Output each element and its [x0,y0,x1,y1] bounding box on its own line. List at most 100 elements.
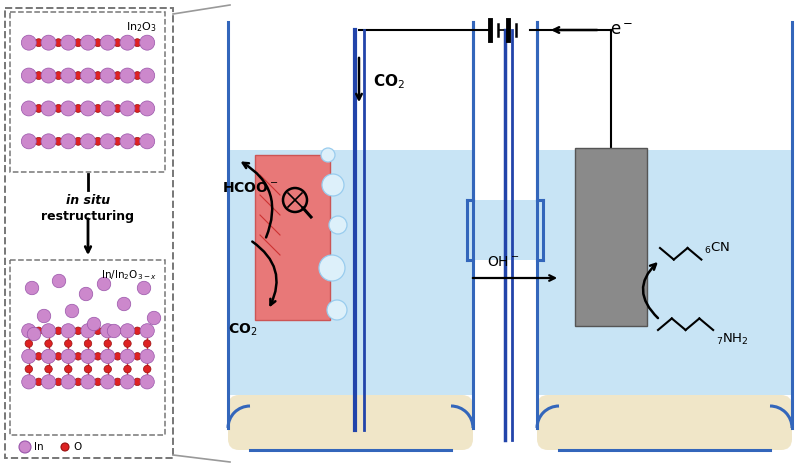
Circle shape [114,71,122,79]
Circle shape [81,375,95,389]
Circle shape [98,277,110,291]
Circle shape [84,340,92,347]
Circle shape [54,327,62,334]
Circle shape [54,353,62,360]
Circle shape [143,340,151,347]
Circle shape [94,378,102,386]
FancyBboxPatch shape [228,395,473,450]
Circle shape [140,35,154,50]
Circle shape [140,134,154,149]
Circle shape [54,105,62,113]
Circle shape [81,101,95,116]
Text: CO$_2$: CO$_2$ [373,73,405,92]
Circle shape [35,327,42,334]
Circle shape [19,441,31,453]
Circle shape [81,68,95,83]
Circle shape [319,255,345,281]
Circle shape [114,39,122,47]
Text: HCOO$^-$: HCOO$^-$ [222,181,278,195]
Circle shape [94,39,102,47]
Circle shape [42,324,56,338]
Bar [228,150,473,395]
Circle shape [54,39,62,47]
Circle shape [42,375,56,389]
Circle shape [22,134,36,149]
Circle shape [74,105,82,113]
Circle shape [41,101,56,116]
Circle shape [120,134,135,149]
Circle shape [79,287,93,301]
Circle shape [74,327,82,334]
Circle shape [120,101,135,116]
Text: O: O [73,442,82,452]
Circle shape [114,378,122,386]
Circle shape [138,281,150,295]
Text: e$^-$: e$^-$ [610,21,633,39]
Circle shape [25,365,33,373]
Circle shape [45,365,52,373]
Circle shape [120,68,135,83]
Circle shape [140,375,154,389]
Circle shape [101,375,115,389]
Text: In$_2$O$_3$: In$_2$O$_3$ [126,20,157,34]
Circle shape [322,174,344,196]
Circle shape [74,39,82,47]
Circle shape [94,105,102,113]
Circle shape [84,365,92,373]
Circle shape [120,35,135,50]
Circle shape [54,71,62,79]
Circle shape [140,324,154,338]
Circle shape [81,134,95,149]
Circle shape [120,324,134,338]
Circle shape [140,101,154,116]
FancyBboxPatch shape [255,155,330,320]
Circle shape [134,378,141,386]
Bar [537,150,792,395]
Text: In/In$_2$O$_{3-x}$: In/In$_2$O$_{3-x}$ [101,268,157,282]
Circle shape [329,216,347,234]
Circle shape [22,68,36,83]
Circle shape [134,71,142,79]
Circle shape [35,378,42,386]
Circle shape [327,300,347,320]
Circle shape [114,105,122,113]
Circle shape [42,349,56,363]
Circle shape [34,39,42,47]
Circle shape [134,105,142,113]
Circle shape [52,274,66,288]
Circle shape [74,353,82,360]
Circle shape [22,349,36,363]
Circle shape [61,443,69,451]
Circle shape [100,134,115,149]
Circle shape [104,340,111,347]
Text: OH$^-$: OH$^-$ [486,255,519,269]
Circle shape [87,317,101,331]
Circle shape [124,365,131,373]
Circle shape [114,327,122,334]
Circle shape [35,353,42,360]
Text: $_6$CN: $_6$CN [704,241,730,255]
Text: restructuring: restructuring [42,210,134,223]
Circle shape [61,68,76,83]
FancyBboxPatch shape [537,395,792,450]
Circle shape [321,148,335,162]
Circle shape [22,101,36,116]
Circle shape [25,340,33,347]
Circle shape [94,71,102,79]
Circle shape [74,137,82,145]
Circle shape [140,349,154,363]
Circle shape [140,68,154,83]
Circle shape [134,137,142,145]
Circle shape [120,375,134,389]
Circle shape [38,309,50,323]
Circle shape [143,365,151,373]
Circle shape [134,353,141,360]
Circle shape [61,134,76,149]
Circle shape [74,378,82,386]
Circle shape [22,35,36,50]
Circle shape [26,281,38,295]
Circle shape [134,327,141,334]
Circle shape [61,35,76,50]
Bar [467,200,543,260]
Circle shape [34,71,42,79]
